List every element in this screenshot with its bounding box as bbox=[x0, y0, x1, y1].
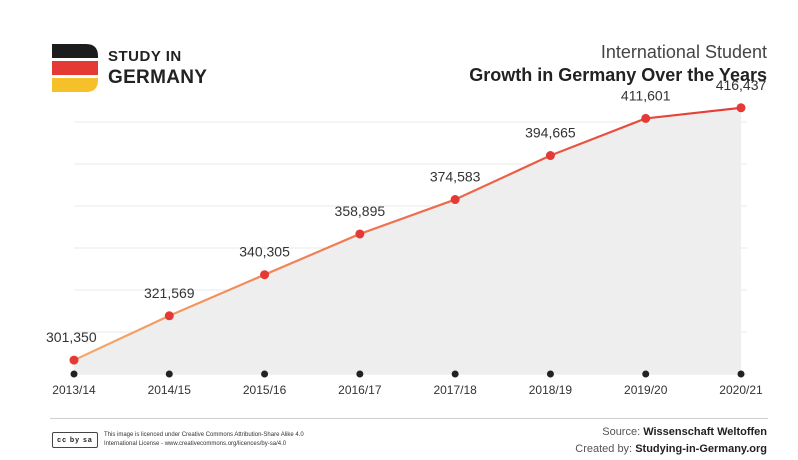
x-tick-dot bbox=[451, 370, 459, 378]
data-label: 358,895 bbox=[335, 203, 386, 219]
x-tick-dot bbox=[546, 370, 554, 378]
data-point bbox=[641, 113, 651, 123]
data-point bbox=[355, 229, 365, 239]
germany-flag-icon bbox=[52, 44, 98, 92]
created-value[interactable]: Studying-in-Germany.org bbox=[635, 443, 767, 455]
x-tick-label: 2016/17 bbox=[338, 383, 382, 397]
brand-logo-text: STUDY IN GERMANY bbox=[108, 48, 207, 89]
source-value: Wissenschaft Weltoffen bbox=[643, 426, 767, 438]
data-point bbox=[736, 103, 746, 113]
cc-license-badge-icon[interactable]: cc by sa bbox=[52, 432, 98, 448]
data-point bbox=[545, 151, 555, 161]
license-line2: International License - www.creativecomm… bbox=[104, 441, 287, 447]
data-label: 411,601 bbox=[621, 87, 671, 103]
x-tick-dot bbox=[737, 370, 745, 378]
data-label: 340,305 bbox=[239, 244, 290, 260]
created-line: Created by: Studying-in-Germany.org bbox=[575, 441, 767, 458]
series-line bbox=[73, 106, 742, 362]
cc-badge-text: cc by sa bbox=[57, 436, 93, 444]
series-line-path bbox=[73, 106, 742, 362]
x-tick-label: 2020/21 bbox=[719, 383, 763, 397]
brand-line1: STUDY IN bbox=[108, 48, 182, 65]
x-tick-dot bbox=[356, 370, 364, 378]
data-label: 394,665 bbox=[525, 125, 576, 141]
chart-title-line2: Growth in Germany Over the Years bbox=[469, 65, 767, 85]
x-tick-label: 2017/18 bbox=[433, 383, 477, 397]
area-fill bbox=[74, 107, 741, 375]
chart-title: International Student Growth in Germany … bbox=[469, 42, 767, 86]
x-tick-dot bbox=[70, 370, 78, 378]
x-tick-label: 2013/14 bbox=[52, 383, 96, 397]
x-tick-label: 2018/19 bbox=[529, 383, 573, 397]
license-text: This image is licenced under Creative Co… bbox=[104, 431, 304, 449]
data-point bbox=[260, 270, 270, 280]
x-tick-dot bbox=[165, 370, 173, 378]
chart-title-line1: International Student bbox=[600, 42, 767, 62]
x-tick-label: 2015/16 bbox=[243, 383, 287, 397]
license-line1: This image is licenced under Creative Co… bbox=[104, 432, 304, 438]
source-label: Source: bbox=[602, 426, 641, 438]
created-label: Created by: bbox=[575, 443, 633, 455]
data-label: 301,350 bbox=[46, 329, 97, 345]
footer-divider bbox=[50, 418, 768, 419]
source-line: Source: Wissenschaft Weltoffen bbox=[575, 424, 767, 441]
data-point bbox=[450, 195, 460, 205]
x-tick-label: 2019/20 bbox=[624, 383, 668, 397]
data-label: 374,583 bbox=[430, 169, 481, 185]
brand-line2: GERMANY bbox=[108, 67, 208, 88]
data-point bbox=[69, 355, 79, 365]
data-point bbox=[164, 311, 174, 321]
data-points bbox=[69, 103, 746, 365]
credits: Source: Wissenschaft Weltoffen Created b… bbox=[575, 424, 767, 458]
x-tick-label: 2014/15 bbox=[148, 383, 192, 397]
x-tick-dot bbox=[261, 370, 269, 378]
x-axis: 2013/14 2014/15 2015/16 2016/17 2017/18 2018/… bbox=[52, 370, 763, 397]
x-tick-dot bbox=[642, 370, 650, 378]
value-labels: 301,350 321,569 340,305 358,895 374,583 394,6… bbox=[46, 77, 767, 345]
data-label: 416,437 bbox=[716, 77, 767, 93]
data-label: 321,569 bbox=[144, 285, 195, 301]
